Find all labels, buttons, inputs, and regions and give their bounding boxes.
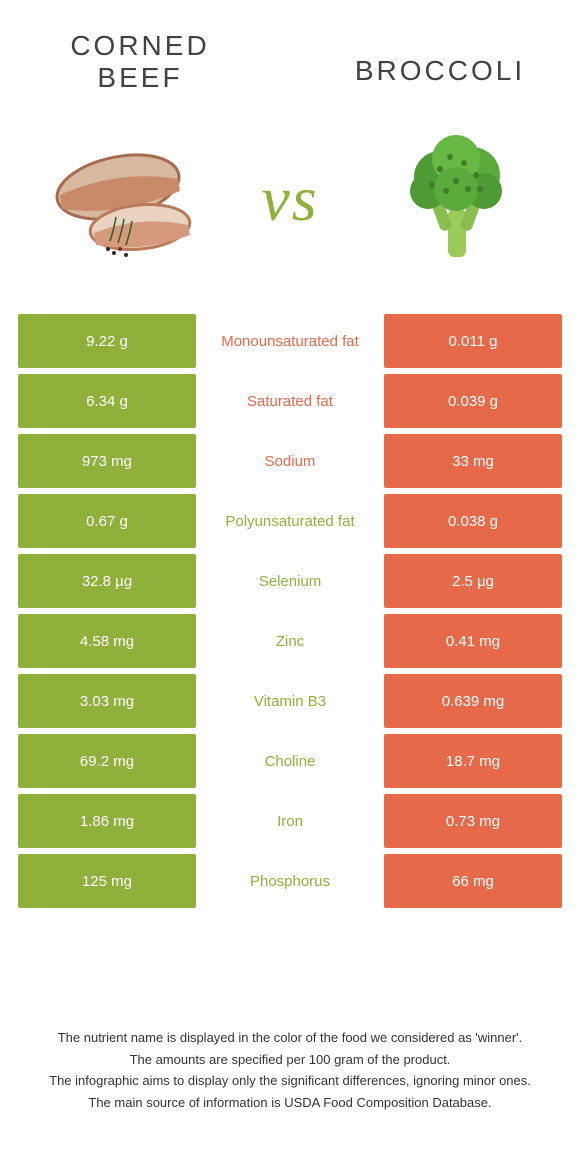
header: Corned beef Broccoli bbox=[0, 0, 580, 94]
nutrient-row: 1.86 mgIron0.73 mg bbox=[18, 794, 562, 848]
right-value: 33 mg bbox=[384, 434, 562, 488]
left-value: 6.34 g bbox=[18, 374, 196, 428]
right-value: 0.41 mg bbox=[384, 614, 562, 668]
nutrient-label: Selenium bbox=[196, 554, 384, 608]
nutrient-label: Choline bbox=[196, 734, 384, 788]
footer-line: The main source of information is USDA F… bbox=[30, 1093, 550, 1113]
nutrient-row: 69.2 mgCholine18.7 mg bbox=[18, 734, 562, 788]
left-value: 32.8 µg bbox=[18, 554, 196, 608]
nutrient-label: Saturated fat bbox=[196, 374, 384, 428]
nutrient-label: Polyunsaturated fat bbox=[196, 494, 384, 548]
left-value: 9.22 g bbox=[18, 314, 196, 368]
nutrient-row: 6.34 gSaturated fat0.039 g bbox=[18, 374, 562, 428]
right-value: 0.639 mg bbox=[384, 674, 562, 728]
nutrient-label: Zinc bbox=[196, 614, 384, 668]
left-value: 3.03 mg bbox=[18, 674, 196, 728]
right-value: 0.038 g bbox=[384, 494, 562, 548]
right-food-title: Broccoli bbox=[350, 30, 530, 87]
hero-row: vs bbox=[0, 94, 580, 314]
nutrient-row: 9.22 gMonounsaturated fat0.011 g bbox=[18, 314, 562, 368]
meat-icon bbox=[40, 129, 210, 269]
nutrient-row: 973 mgSodium33 mg bbox=[18, 434, 562, 488]
corned-beef-image bbox=[40, 124, 210, 274]
nutrient-label: Monounsaturated fat bbox=[196, 314, 384, 368]
right-value: 0.73 mg bbox=[384, 794, 562, 848]
broccoli-icon bbox=[390, 129, 520, 269]
nutrient-label: Iron bbox=[196, 794, 384, 848]
nutrient-row: 125 mgPhosphorus66 mg bbox=[18, 854, 562, 908]
left-value: 125 mg bbox=[18, 854, 196, 908]
nutrient-row: 0.67 gPolyunsaturated fat0.038 g bbox=[18, 494, 562, 548]
footer-line: The infographic aims to display only the… bbox=[30, 1071, 550, 1091]
right-value: 66 mg bbox=[384, 854, 562, 908]
nutrient-row: 32.8 µgSelenium2.5 µg bbox=[18, 554, 562, 608]
vs-label: vs bbox=[261, 162, 318, 236]
right-value: 0.011 g bbox=[384, 314, 562, 368]
right-value: 0.039 g bbox=[384, 374, 562, 428]
nutrient-row: 3.03 mgVitamin B30.639 mg bbox=[18, 674, 562, 728]
footer-line: The amounts are specified per 100 gram o… bbox=[30, 1050, 550, 1070]
left-food-title: Corned beef bbox=[50, 30, 230, 94]
nutrient-label: Vitamin B3 bbox=[196, 674, 384, 728]
footer-notes: The nutrient name is displayed in the co… bbox=[0, 1026, 580, 1114]
nutrient-label: Phosphorus bbox=[196, 854, 384, 908]
left-value: 0.67 g bbox=[18, 494, 196, 548]
right-value: 18.7 mg bbox=[384, 734, 562, 788]
left-value: 1.86 mg bbox=[18, 794, 196, 848]
left-value: 4.58 mg bbox=[18, 614, 196, 668]
footer-line: The nutrient name is displayed in the co… bbox=[30, 1028, 550, 1048]
nutrient-label: Sodium bbox=[196, 434, 384, 488]
left-value: 973 mg bbox=[18, 434, 196, 488]
broccoli-image bbox=[370, 124, 540, 274]
left-value: 69.2 mg bbox=[18, 734, 196, 788]
nutrient-row: 4.58 mgZinc0.41 mg bbox=[18, 614, 562, 668]
nutrient-table: 9.22 gMonounsaturated fat0.011 g 6.34 gSa… bbox=[18, 314, 562, 908]
right-value: 2.5 µg bbox=[384, 554, 562, 608]
